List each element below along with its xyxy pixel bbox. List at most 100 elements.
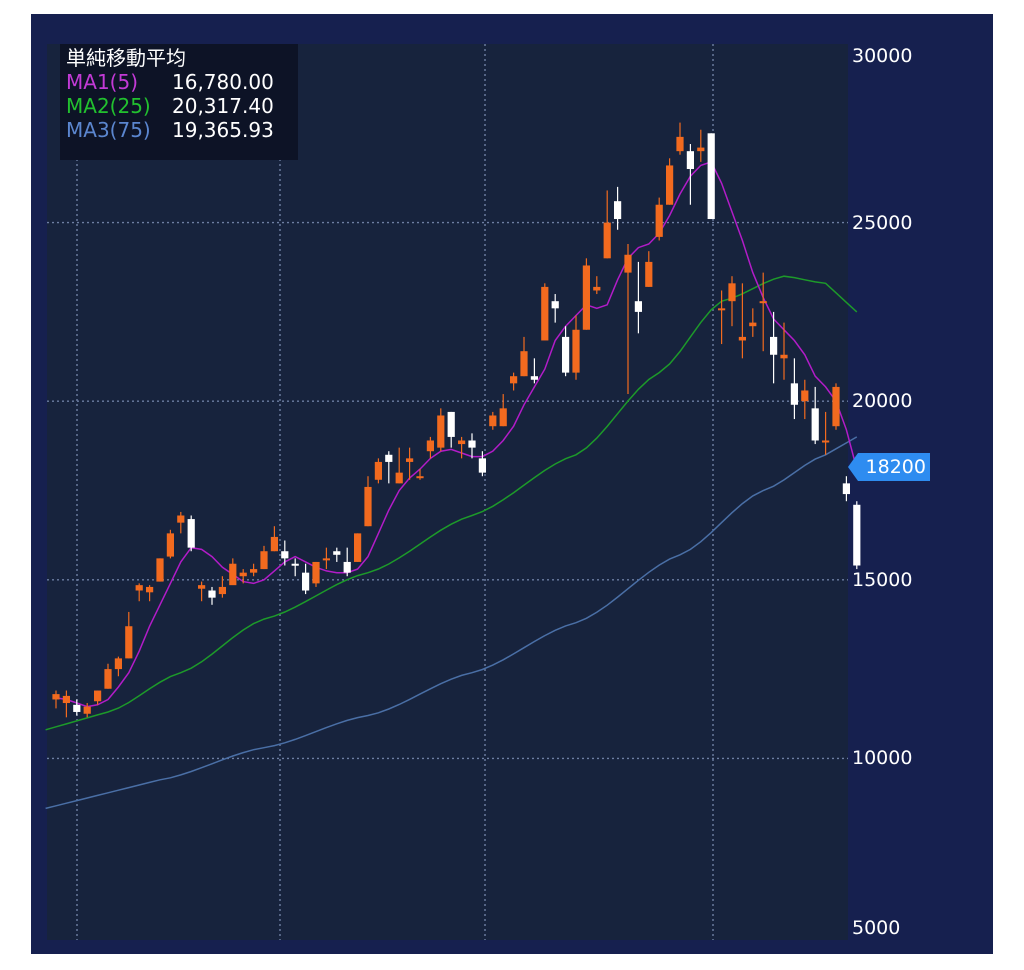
y-tick-label: 10000	[852, 747, 913, 770]
candle-body	[281, 551, 289, 559]
candle	[562, 326, 570, 377]
candle	[676, 122, 684, 155]
candle	[281, 540, 289, 566]
y-tick-label: 20000	[852, 390, 913, 413]
candle-body	[478, 458, 486, 473]
candle	[135, 583, 143, 602]
candle	[582, 258, 590, 330]
candle-body	[572, 329, 580, 373]
candle-body	[551, 301, 559, 309]
candle-body	[624, 254, 632, 273]
candle-body	[302, 572, 310, 591]
candle-body	[468, 440, 476, 448]
candle	[83, 703, 91, 718]
candle-body	[447, 411, 455, 437]
candle	[530, 358, 538, 384]
candle	[374, 458, 382, 484]
candle	[426, 436, 434, 459]
candle	[780, 322, 788, 380]
candle-body	[780, 354, 788, 359]
candle	[343, 547, 351, 577]
candle-body	[52, 694, 60, 700]
candle	[728, 276, 736, 327]
candle-body	[343, 561, 351, 573]
legend-ma2-value: 20,317.40	[172, 94, 274, 118]
candle	[416, 469, 424, 480]
legend-title: 単純移動平均	[66, 46, 186, 70]
ma3-layer	[45, 436, 858, 810]
candle	[94, 690, 102, 705]
candle	[853, 501, 861, 570]
candle	[447, 411, 455, 448]
candle	[125, 611, 133, 659]
candle-body	[416, 476, 424, 479]
candle-body	[187, 519, 195, 548]
legend-ma3-label: MA3(75)	[66, 118, 151, 142]
candle-body	[125, 626, 133, 659]
candle	[645, 251, 653, 287]
plot-area	[47, 44, 848, 940]
candle	[499, 394, 507, 427]
candle-body	[718, 308, 726, 311]
candle-body	[437, 415, 445, 448]
candle	[593, 276, 601, 295]
candle	[655, 197, 663, 241]
candle-body	[406, 458, 414, 462]
candle	[614, 186, 622, 230]
y-tick-label: 30000	[852, 45, 913, 67]
candle-body	[645, 261, 653, 287]
legend-ma3-value: 19,365.93	[172, 118, 274, 142]
candle	[718, 290, 726, 345]
candle-body	[822, 440, 830, 443]
legend-row-ma3: MA3(75) 19,365.93	[66, 118, 292, 142]
candle	[146, 585, 154, 602]
candle-body	[728, 283, 736, 302]
candle-body	[364, 486, 372, 527]
candle	[686, 144, 694, 205]
candle-body	[177, 515, 185, 523]
candle-body	[655, 204, 663, 237]
candle-body	[385, 454, 393, 462]
candle-body	[146, 586, 154, 593]
candle	[520, 336, 528, 377]
candle	[624, 244, 632, 395]
moving-average-legend: 単純移動平均 MA1(5) 16,780.00 MA2(25) 20,317.4…	[60, 44, 298, 160]
candle-body	[250, 569, 258, 573]
y-tick-label: 15000	[852, 568, 913, 591]
candle	[312, 561, 320, 587]
candle-body	[198, 585, 206, 589]
candle-body	[562, 336, 570, 373]
candle	[291, 558, 299, 577]
candle	[801, 379, 809, 420]
candle-body	[374, 461, 382, 480]
candle-body	[738, 336, 746, 341]
candle	[551, 294, 559, 323]
candle	[603, 190, 611, 259]
candle	[697, 129, 705, 162]
candle-body	[697, 147, 705, 152]
candle-body	[156, 558, 164, 582]
candle	[156, 558, 164, 582]
candle	[395, 447, 403, 484]
candle-body	[749, 322, 757, 327]
candle-body	[218, 586, 226, 595]
candle-body	[208, 590, 216, 598]
candle	[478, 451, 486, 477]
candle-body	[530, 376, 538, 380]
candle	[73, 699, 81, 716]
candle-body	[676, 136, 684, 152]
candle-body	[333, 551, 341, 555]
candle-body	[114, 658, 122, 670]
candle-body	[239, 572, 247, 577]
candle	[790, 358, 798, 420]
candle-body	[666, 165, 674, 205]
candle-body	[229, 563, 237, 586]
y-tick-label: 25000	[852, 211, 913, 234]
current-price-tag: 18200	[848, 453, 930, 481]
candle-body	[395, 472, 403, 484]
legend-ma1-value: 16,780.00	[172, 70, 274, 94]
candle	[322, 547, 330, 570]
candle	[270, 526, 278, 552]
grid	[47, 44, 848, 940]
